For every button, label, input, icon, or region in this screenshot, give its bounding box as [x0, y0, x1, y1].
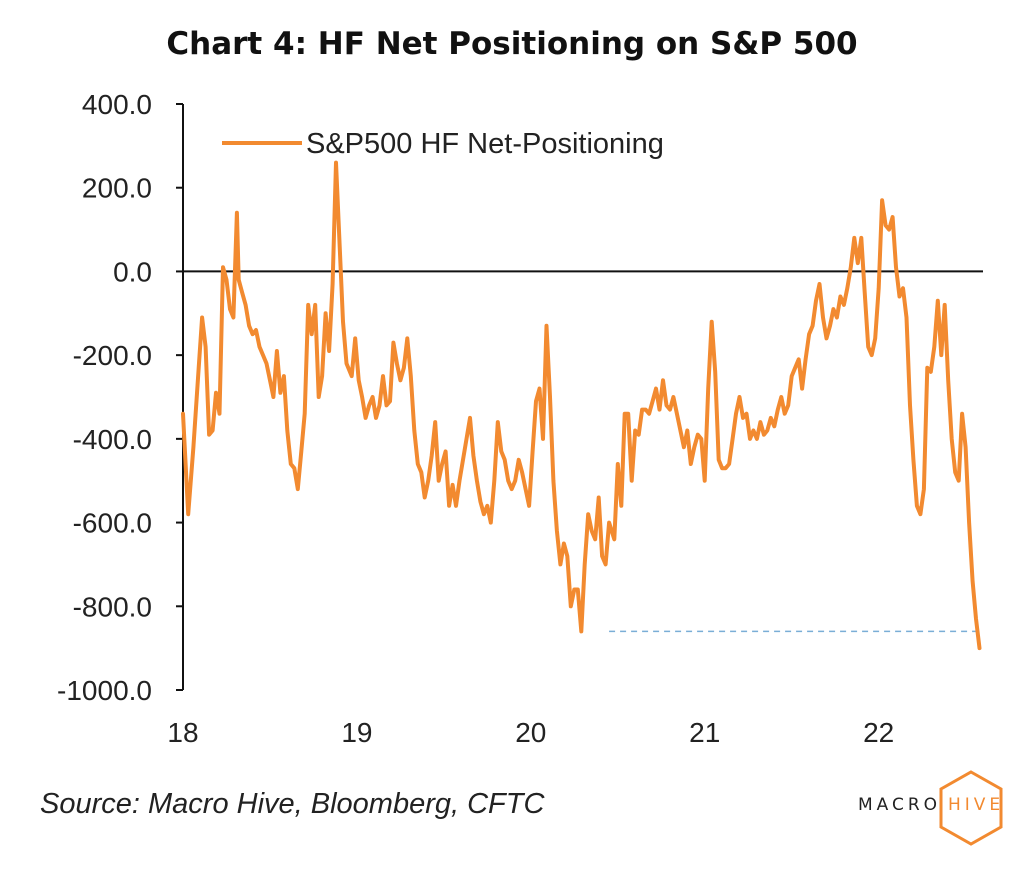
y-tick-label: -400.0	[73, 424, 152, 455]
series-line-sp500-hf-net-positioning	[181, 160, 982, 651]
y-tick-label: -600.0	[73, 508, 152, 539]
y-tick-label: 400.0	[82, 89, 152, 120]
y-tick-label: -800.0	[73, 591, 152, 622]
y-tick-label: 200.0	[82, 173, 152, 204]
logo-text-hive: HIVE	[948, 795, 1005, 815]
hexagon-logo-icon	[939, 770, 1003, 846]
chart-title: Chart 4: HF Net Positioning on S&P 500	[166, 26, 858, 62]
x-tick-label: 19	[341, 717, 372, 748]
x-tick-label: 21	[689, 717, 720, 748]
x-tick-label: 18	[167, 717, 198, 748]
y-tick-label: -200.0	[73, 340, 152, 371]
y-tick-label: 0.0	[113, 256, 152, 287]
x-tick-label: 20	[515, 717, 546, 748]
legend-label: S&P500 HF Net-Positioning	[306, 128, 664, 160]
x-axis-ticks: 18 19 20 21 22	[167, 717, 894, 748]
y-tick-label: -1000.0	[57, 675, 152, 706]
x-tick-label: 22	[863, 717, 894, 748]
source-note: Source: Macro Hive, Bloomberg, CFTC	[40, 788, 545, 820]
macro-hive-logo: MACRO HIVE	[852, 768, 1012, 848]
logo-text-macro: MACRO	[858, 795, 942, 815]
y-axis-ticks: 400.0 200.0 0.0 -200.0 -400.0 -600.0 -800.0 -10…	[57, 89, 183, 706]
